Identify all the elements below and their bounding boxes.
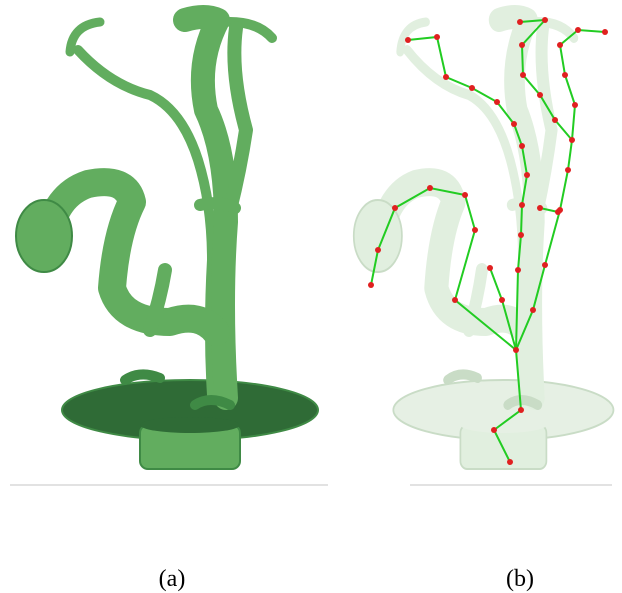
joint bbox=[368, 282, 374, 288]
figure: (a) (b) bbox=[0, 0, 622, 593]
caption: (a) bbox=[159, 566, 186, 592]
joint bbox=[443, 74, 449, 80]
joint bbox=[572, 102, 578, 108]
joint bbox=[491, 427, 497, 433]
joint bbox=[494, 99, 500, 105]
joint bbox=[542, 17, 548, 23]
joint bbox=[557, 42, 563, 48]
panel-b-image bbox=[354, 17, 614, 485]
page: (a) (b) (() => { const data = JSON.parse… bbox=[0, 0, 622, 593]
joint bbox=[602, 29, 608, 35]
joint bbox=[517, 19, 523, 25]
joint bbox=[537, 205, 543, 211]
joint bbox=[375, 247, 381, 253]
panel-a-image bbox=[10, 17, 328, 485]
joint bbox=[565, 167, 571, 173]
joint bbox=[530, 307, 536, 313]
joint bbox=[507, 459, 513, 465]
joint bbox=[511, 121, 517, 127]
joint bbox=[519, 42, 525, 48]
joint bbox=[434, 34, 440, 40]
joint bbox=[520, 72, 526, 78]
joint bbox=[562, 72, 568, 78]
joint bbox=[472, 227, 478, 233]
joint bbox=[452, 297, 458, 303]
joint bbox=[499, 297, 505, 303]
joint bbox=[575, 27, 581, 33]
caption: (b) bbox=[506, 566, 534, 592]
joint bbox=[462, 192, 468, 198]
joint bbox=[569, 137, 575, 143]
joint bbox=[552, 117, 558, 123]
joint bbox=[469, 85, 475, 91]
joint bbox=[518, 232, 524, 238]
joint bbox=[537, 92, 543, 98]
joint bbox=[542, 262, 548, 268]
bone bbox=[560, 30, 605, 140]
joint bbox=[518, 407, 524, 413]
joint bbox=[555, 209, 561, 215]
joint bbox=[519, 202, 525, 208]
joint bbox=[519, 143, 525, 149]
joint bbox=[513, 347, 519, 353]
joint bbox=[487, 265, 493, 271]
joint bbox=[392, 205, 398, 211]
joint bbox=[515, 267, 521, 273]
joint bbox=[405, 37, 411, 43]
joint bbox=[427, 185, 433, 191]
joint bbox=[524, 172, 530, 178]
